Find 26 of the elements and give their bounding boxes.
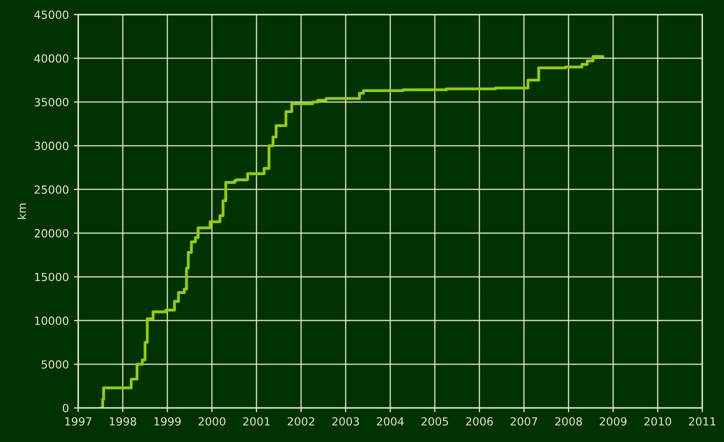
y-tick-label: 45000 — [34, 10, 68, 19]
x-tick-label: 2009 — [600, 417, 626, 426]
x-tick-label: 2005 — [421, 417, 448, 426]
x-tick-label: 2007 — [510, 417, 538, 426]
y-tick-label: 40000 — [34, 54, 68, 63]
x-tick-label: 2008 — [555, 417, 582, 426]
x-tick-label: 2011 — [688, 417, 716, 426]
x-tick-label: 2010 — [644, 417, 672, 426]
x-tick-label: 1997 — [65, 417, 92, 426]
y-axis-title: km — [18, 204, 26, 219]
y-tick-label: 35000 — [34, 98, 68, 106]
x-tick-label: 2003 — [332, 417, 359, 426]
x-tick-label: 1998 — [110, 417, 136, 426]
y-tick-label: 0 — [62, 404, 68, 412]
x-tick-label: 2000 — [198, 417, 226, 426]
y-tick-label: 25000 — [34, 185, 68, 194]
y-tick-label: 20000 — [34, 229, 68, 238]
x-tick-label: 2001 — [243, 417, 270, 426]
x-tick-label: 2004 — [376, 417, 404, 426]
y-tick-label: 30000 — [34, 142, 68, 150]
x-tick-label: 2006 — [466, 417, 493, 426]
y-tick-label: 5000 — [42, 360, 68, 369]
y-tick-label: 10000 — [35, 316, 68, 325]
x-tick-label: 2002 — [288, 417, 314, 426]
x-tick-label: 1999 — [154, 417, 181, 426]
y-tick-label: 15000 — [35, 272, 68, 282]
